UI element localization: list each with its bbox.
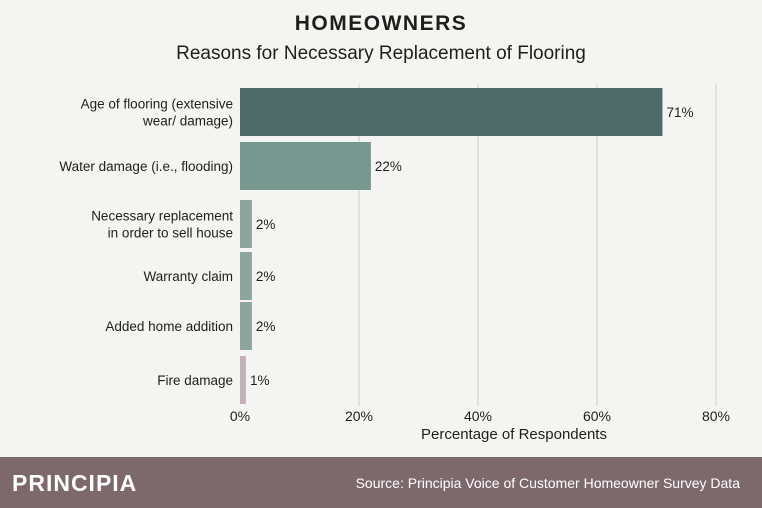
value-label-2: 2% <box>256 217 276 232</box>
x-tick-label-4: 80% <box>702 408 730 424</box>
category-label-line: Warranty claim <box>143 269 233 284</box>
chart-title: HOMEOWNERS <box>294 12 468 35</box>
chart-subtitle: Reasons for Necessary Replacement of Flo… <box>176 43 586 64</box>
category-label-2: Necessary replacement in order to sell ho… <box>91 209 233 241</box>
value-label-0: 71% <box>666 105 693 120</box>
category-label-line: Added home addition <box>105 319 233 334</box>
bar-0 <box>240 88 663 136</box>
value-label-3: 2% <box>256 269 276 284</box>
category-label-4: Added home addition <box>105 319 233 334</box>
category-label-line: in order to sell house <box>108 226 233 241</box>
x-tick-label-0: 0% <box>230 408 250 424</box>
bar-1 <box>240 142 371 190</box>
x-tick-label-1: 20% <box>345 408 373 424</box>
bar-chart: 71% Age of flooring (extensive wear/ damag… <box>59 84 730 443</box>
category-label-5: Fire damage <box>157 373 233 388</box>
value-label-5: 1% <box>250 373 270 388</box>
value-label-4: 2% <box>256 319 276 334</box>
x-tick-label-2: 40% <box>464 408 492 424</box>
brand-logo: PRINCIPIA <box>12 470 138 496</box>
bar-3 <box>240 252 252 300</box>
category-label-0: Age of flooring (extensive wear/ damage) <box>81 97 233 129</box>
category-label-line: Necessary replacement <box>91 209 233 224</box>
category-label-3: Warranty claim <box>143 269 233 284</box>
category-label-line: Age of flooring (extensive <box>81 97 233 112</box>
category-label-line: Water damage (i.e., flooding) <box>59 159 233 174</box>
bar-4 <box>240 302 252 350</box>
category-label-line: wear/ damage) <box>142 114 233 129</box>
category-label-1: Water damage (i.e., flooding) <box>59 159 233 174</box>
bar-2 <box>240 200 252 248</box>
x-tick-label-3: 60% <box>583 408 611 424</box>
footer-bar: PRINCIPIA Source: Principia Voice of Cus… <box>0 457 762 508</box>
category-label-line: Fire damage <box>157 373 233 388</box>
bar-5 <box>240 356 246 404</box>
x-axis-title: Percentage of Respondents <box>421 426 607 443</box>
value-label-1: 22% <box>375 159 402 174</box>
source-note: Source: Principia Voice of Customer Home… <box>355 475 740 491</box>
